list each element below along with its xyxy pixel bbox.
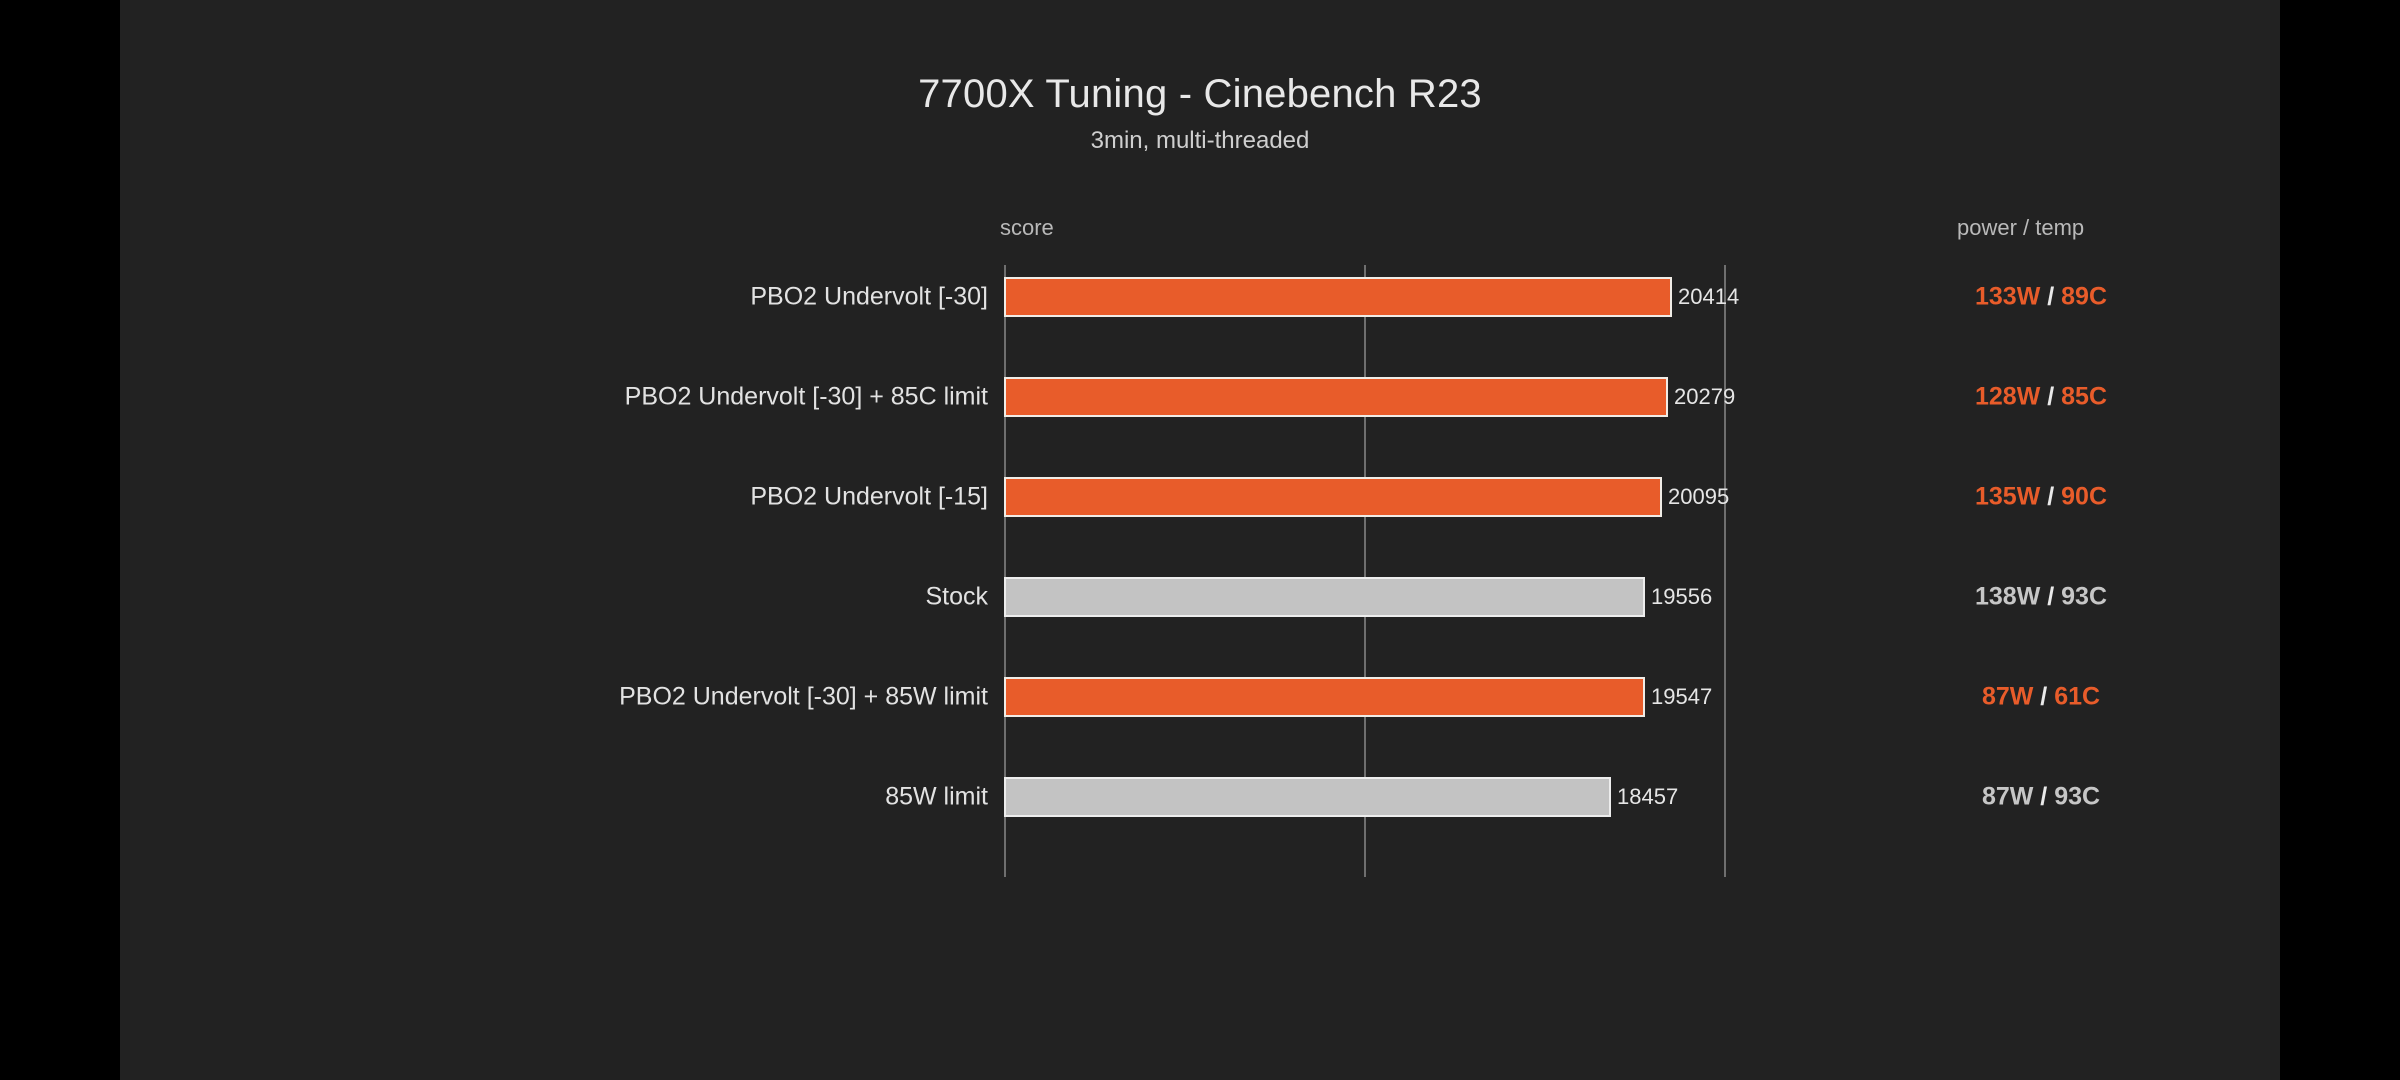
power-temp-value: 135W / 90C <box>1957 483 2125 512</box>
bar <box>1004 277 1672 317</box>
bar-row-label: PBO2 Undervolt [-30] + 85C limit <box>624 382 988 411</box>
bar-track <box>1004 277 1672 317</box>
plot-area <box>1004 265 1726 877</box>
bar-track <box>1004 377 1668 417</box>
gridline-right <box>1724 265 1726 877</box>
power-temp-separator: / <box>2040 382 2062 411</box>
bar-row-label: PBO2 Undervolt [-15] <box>750 482 988 511</box>
bar <box>1004 677 1645 717</box>
power-temp-separator: / <box>2033 682 2055 711</box>
bar <box>1004 777 1611 817</box>
bar-row-label: PBO2 Undervolt [-30] + 85W limit <box>619 682 988 711</box>
power-value: 133W <box>1974 282 2041 311</box>
temp-value: 90C <box>2061 482 2108 511</box>
bar-row: PBO2 Undervolt [-15] 20095 135W / 90C <box>120 475 2280 519</box>
power-temp-value: 87W / 93C <box>1957 783 2125 812</box>
power-value: 87W <box>1981 782 2034 811</box>
bar-track <box>1004 477 1662 517</box>
column-header-score: score <box>1000 215 1054 240</box>
column-header-power-temp: power / temp <box>1957 215 2085 240</box>
power-value: 128W <box>1974 382 2041 411</box>
bar-row-label: 85W limit <box>885 782 988 811</box>
bar-row: Stock 19556 138W / 93C <box>120 575 2280 619</box>
temp-value: 93C <box>2054 782 2101 811</box>
chart-subtitle: 3min, multi-threaded <box>1090 127 1310 154</box>
bar-value-label: 20414 <box>1678 284 1740 309</box>
power-value: 135W <box>1974 482 2041 511</box>
bar-value-label: 20279 <box>1674 384 1736 409</box>
temp-value: 93C <box>2061 582 2108 611</box>
power-temp-separator: / <box>2033 782 2055 811</box>
bar-track <box>1004 677 1645 717</box>
power-temp-value: 87W / 61C <box>1957 683 2125 712</box>
bar-row-label: PBO2 Undervolt [-30] <box>750 282 988 311</box>
title-block: 7700X Tuning - Cinebench R23 3min, multi… <box>120 72 2280 154</box>
power-temp-value: 138W / 93C <box>1957 583 2125 612</box>
bar-track <box>1004 777 1611 817</box>
gridline-axis <box>1004 265 1006 877</box>
bar-value-label: 18457 <box>1617 784 1679 809</box>
power-temp-separator: / <box>2040 282 2062 311</box>
bar-row: 85W limit 18457 87W / 93C <box>120 775 2280 819</box>
bar-row: PBO2 Undervolt [-30] 20414 133W / 89C <box>120 275 2280 319</box>
power-temp-value: 128W / 85C <box>1957 383 2125 412</box>
gridline-mid <box>1364 265 1366 877</box>
power-value: 87W <box>1981 682 2034 711</box>
power-temp-separator: / <box>2040 482 2062 511</box>
chart-panel: 7700X Tuning - Cinebench R23 3min, multi… <box>120 0 2280 1080</box>
bar <box>1004 577 1645 617</box>
bar-row-label: Stock <box>925 582 988 611</box>
temp-value: 61C <box>2054 682 2101 711</box>
temp-value: 89C <box>2061 282 2108 311</box>
chart-title: 7700X Tuning - Cinebench R23 <box>918 72 1482 116</box>
temp-value: 85C <box>2061 382 2108 411</box>
bar-row: PBO2 Undervolt [-30] + 85W limit 19547 87W… <box>120 675 2280 719</box>
power-temp-value: 133W / 89C <box>1957 283 2125 312</box>
bar-track <box>1004 577 1645 617</box>
bar-value-label: 19556 <box>1651 584 1713 609</box>
power-temp-separator: / <box>2040 582 2062 611</box>
bar-row: PBO2 Undervolt [-30] + 85C limit 20279 128… <box>120 375 2280 419</box>
bar <box>1004 477 1662 517</box>
bar <box>1004 377 1668 417</box>
bar-value-label: 19547 <box>1651 684 1713 709</box>
bar-value-label: 20095 <box>1668 484 1730 509</box>
power-value: 138W <box>1974 582 2041 611</box>
